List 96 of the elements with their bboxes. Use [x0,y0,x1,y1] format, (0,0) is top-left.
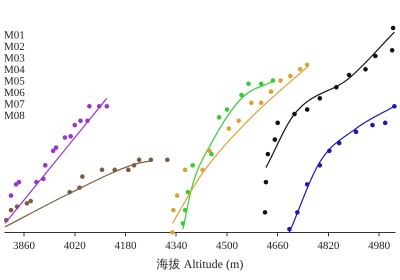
point [112,168,118,172]
point [42,163,48,168]
point [327,148,332,154]
x-tick-label: 4180 [114,240,137,252]
point [78,118,83,124]
point [8,193,14,198]
point [304,182,310,187]
point [72,122,78,128]
point [246,82,251,86]
point [87,104,92,109]
point [14,182,18,187]
x-tick-label: 4020 [64,240,86,252]
point [264,180,268,184]
annotation: M04 [4,64,26,76]
annotation: M08 [4,110,26,122]
point [390,26,396,30]
point [67,190,72,194]
point [100,168,104,172]
point [132,163,136,168]
point [258,100,264,106]
x-tick-label: 4340 [165,240,188,252]
x-tick-label: 3860 [13,240,36,252]
point [182,168,188,172]
point [336,140,342,146]
point [373,54,378,58]
point [28,198,33,204]
annotation: M06 [4,86,26,99]
point [258,82,264,86]
point [288,74,293,78]
point [207,148,212,154]
point [262,210,268,215]
point [287,226,292,232]
point [190,163,196,168]
annotation: M03 [4,52,26,64]
point [34,180,39,184]
point [174,193,180,198]
point [54,145,58,150]
point [16,180,22,184]
point [268,89,274,94]
point [96,104,102,109]
x-axis-title: 海拔 Altitude (m) [156,256,244,271]
annotation: M01 [4,29,25,42]
point [8,208,14,212]
point [270,78,276,83]
point [126,168,131,172]
point [171,208,176,212]
point [200,168,205,172]
point [41,176,46,182]
point [68,134,73,139]
point [136,158,142,162]
point [304,62,310,68]
point [24,201,30,206]
point [298,66,302,72]
point [77,185,82,190]
point [180,221,186,226]
point [390,48,394,53]
point [209,152,214,156]
point [62,135,68,140]
point [50,148,56,154]
point [363,66,368,72]
point [165,158,170,162]
point [239,92,244,98]
x-tick-label: 4500 [216,240,238,252]
point [354,130,358,134]
point [318,96,322,101]
point [236,118,241,124]
point [275,120,280,126]
point [334,84,339,90]
point [85,118,90,124]
point [370,122,375,128]
point [272,137,278,142]
point [224,107,230,112]
point [249,100,254,106]
point [216,115,222,120]
point [346,72,352,78]
x-tick-label: 4980 [368,240,391,252]
point [170,230,175,235]
annotation: M02 [4,40,25,53]
point [148,158,154,162]
point [382,120,388,126]
point [80,174,85,179]
point [318,163,322,168]
point [186,190,190,194]
annotation: M05 [4,75,26,88]
point [104,104,110,109]
point [226,126,232,131]
point [278,78,283,83]
x-tick-label: 4660 [266,240,290,252]
x-tick-label: 4820 [317,240,340,252]
annotation: M07 [4,98,26,110]
point [392,104,397,109]
point [304,107,310,112]
point [292,112,297,116]
point [266,152,270,156]
point [295,210,300,215]
point [182,208,188,212]
